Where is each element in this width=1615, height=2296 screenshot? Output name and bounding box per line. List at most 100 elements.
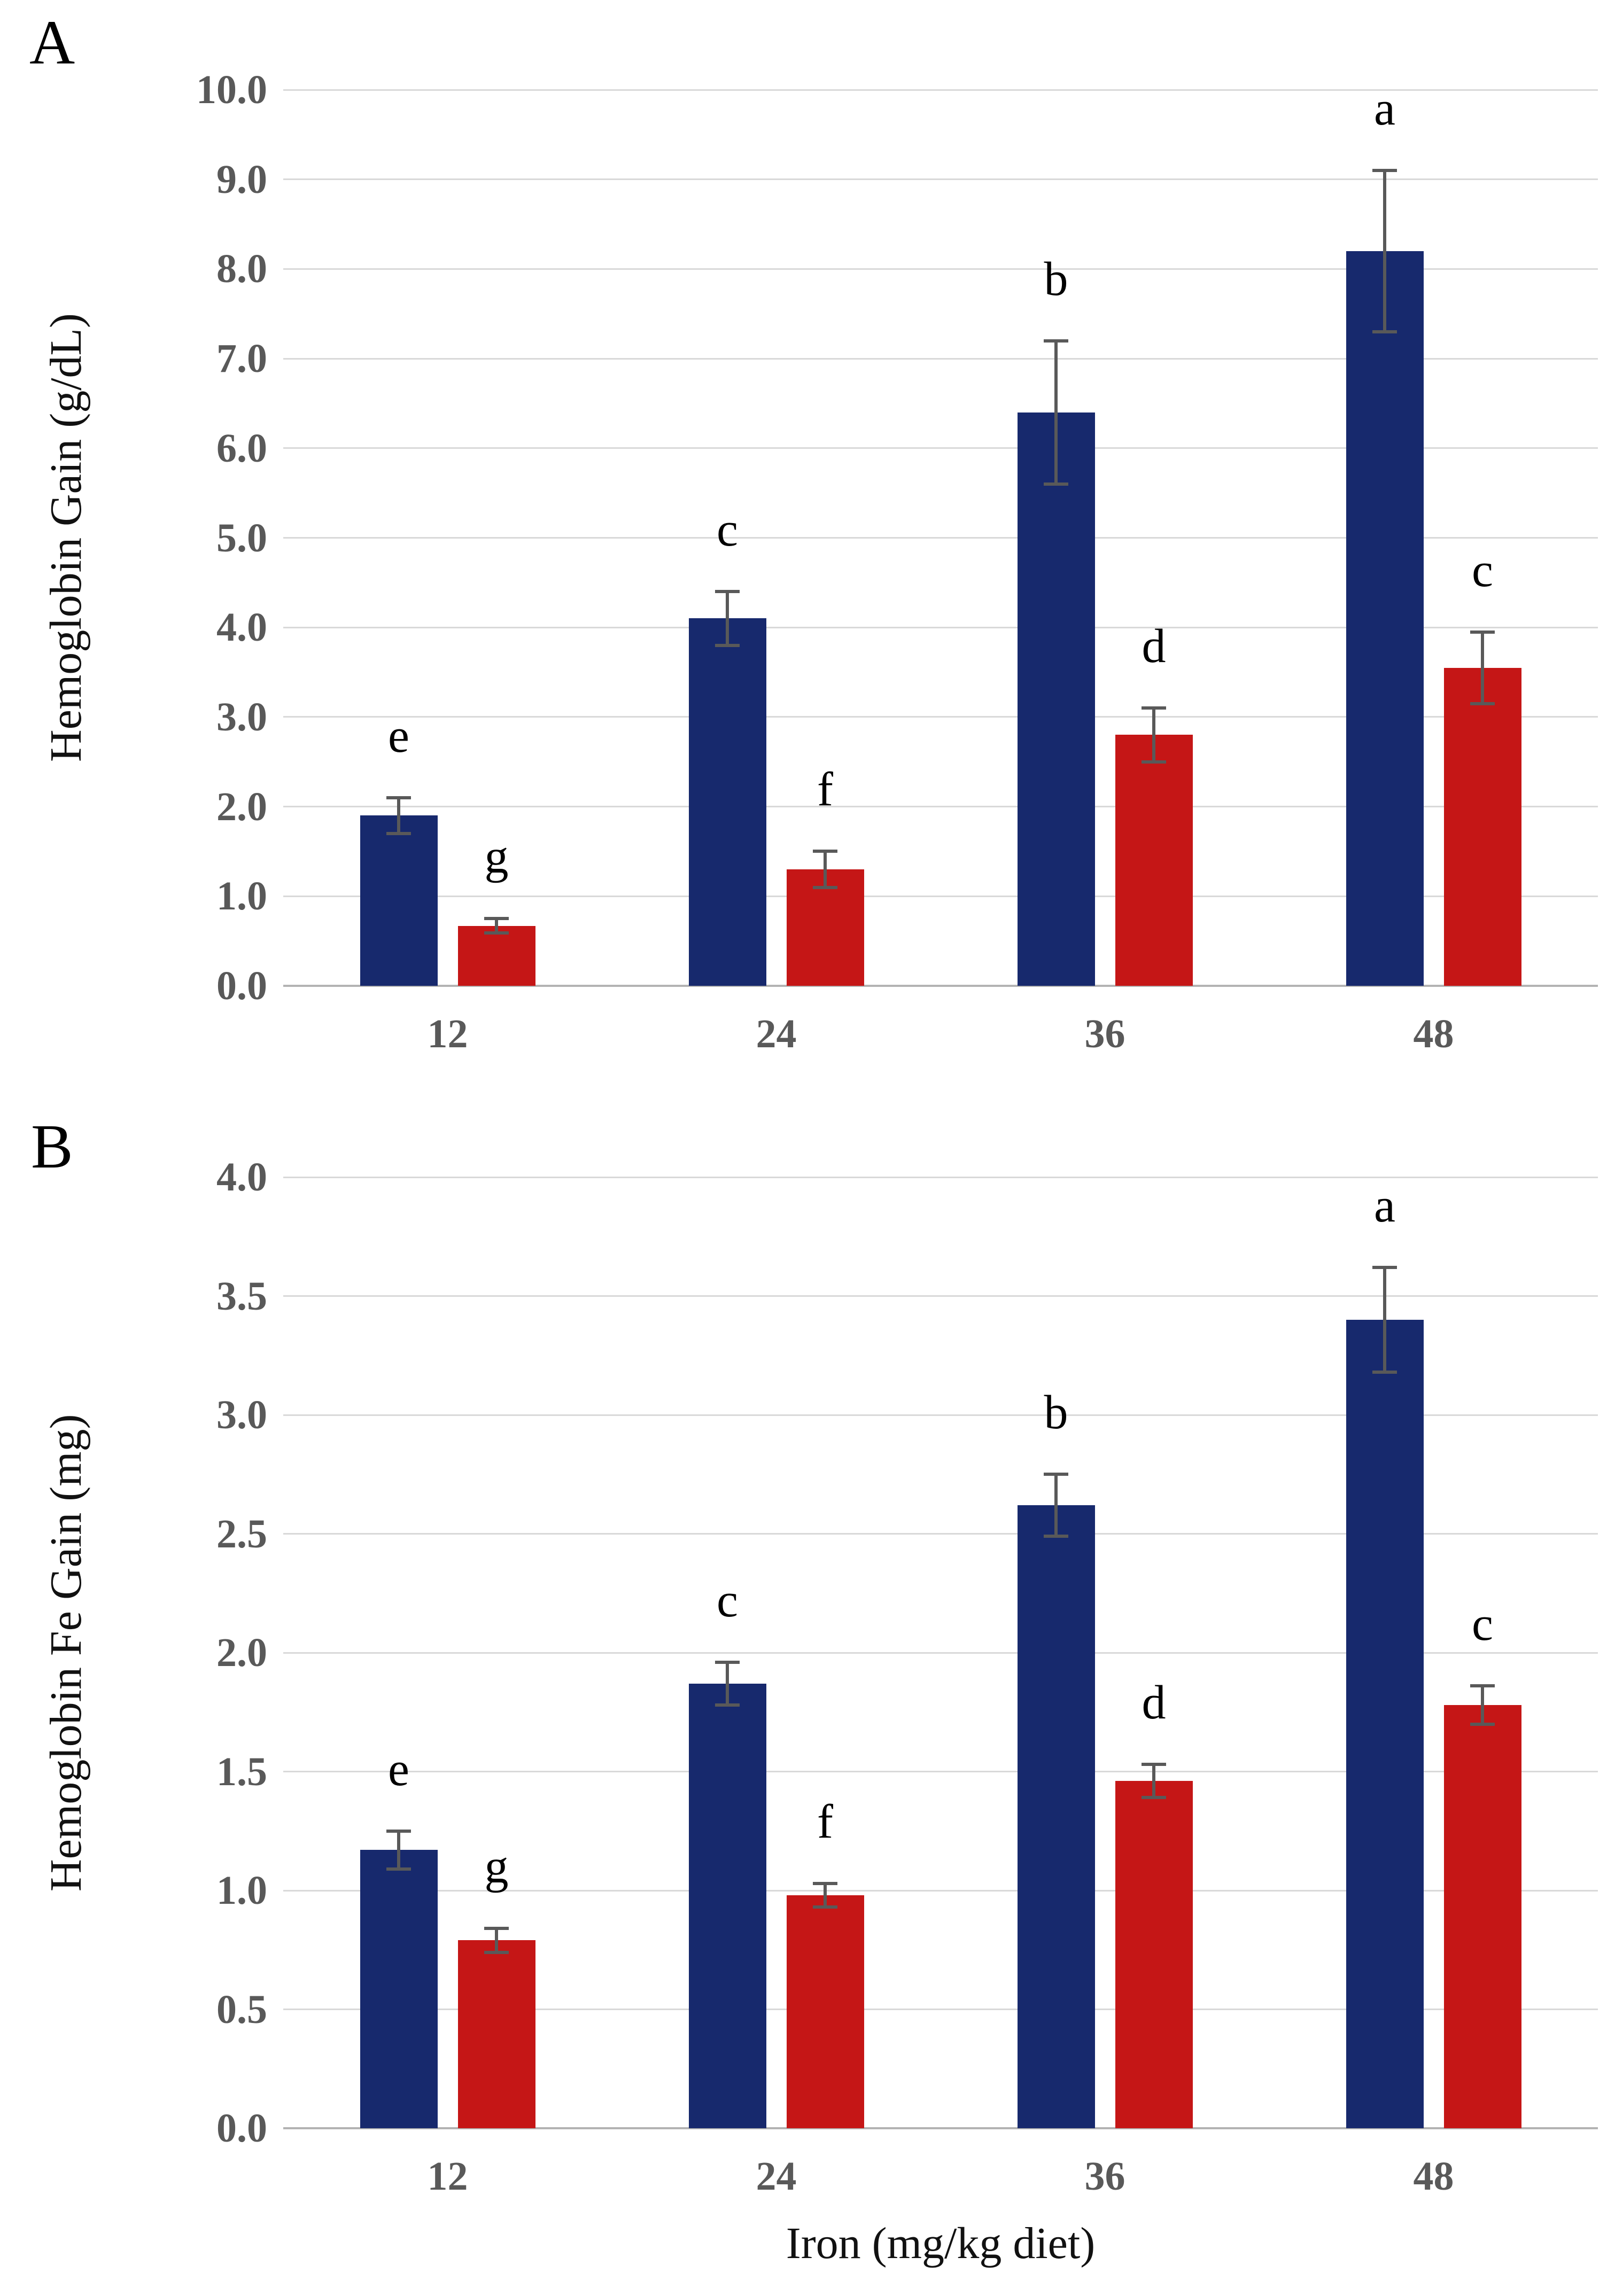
gridline (283, 806, 1598, 808)
gridline (283, 268, 1598, 270)
error-bar-cap-top (813, 850, 837, 853)
error-bar-cap-bottom (1470, 1722, 1495, 1726)
y-tick-label: 2.5 (216, 1511, 267, 1556)
error-bar-cap-bottom (1372, 1370, 1397, 1374)
error-bar (726, 591, 729, 645)
bar-a-blue-12 (360, 815, 438, 986)
error-bar (1152, 708, 1155, 762)
error-bar-cap-top (1044, 1473, 1068, 1476)
gridline (283, 1652, 1598, 1654)
panel-b-y-axis-title: Hemoglobin Fe Gain (mg) (41, 1414, 91, 1892)
x-axis-line (283, 2127, 1598, 2129)
panel-a-plot-area: 10.0 9.0 8.0 7.0 6.0 5.0 4.0 3.0 2.0 1.0 0.0 12 e g 24… (196, 69, 1598, 1054)
significance-letter: d (1142, 620, 1166, 673)
gridline (283, 2009, 1598, 2010)
error-bar (824, 1883, 827, 1908)
significance-letter: c (717, 1574, 738, 1627)
error-bar-cap-top (1044, 339, 1068, 343)
gridline (283, 537, 1598, 539)
x-tick-label: 24 (756, 2154, 797, 2199)
x-tick-label: 48 (1413, 2154, 1454, 2199)
error-bar-cap-bottom (484, 1950, 509, 1954)
x-tick-label: 48 (1413, 1011, 1454, 1056)
error-bar-cap-top (813, 1881, 837, 1885)
significance-letter: c (1472, 1598, 1493, 1651)
significance-letter: d (1142, 1676, 1166, 1730)
gridline (283, 447, 1598, 449)
error-bar (1481, 1686, 1484, 1724)
error-bar-cap-bottom (813, 1905, 837, 1909)
significance-letter: f (817, 1795, 833, 1848)
bar-a-red-12 (457, 925, 535, 986)
significance-letter: c (717, 503, 738, 557)
x-tick-label: 36 (1084, 1011, 1125, 1056)
x-tick-label: 12 (427, 1011, 468, 1056)
error-bar-cap-top (484, 1927, 509, 1931)
error-bar-cap-top (1470, 1684, 1495, 1688)
error-bar-cap-top (715, 1660, 740, 1664)
error-bar (726, 1662, 729, 1705)
y-tick-label: 9.0 (216, 157, 267, 202)
gridline (283, 1295, 1598, 1297)
bar-a-blue-24 (688, 618, 766, 986)
x-tick-label: 12 (427, 2154, 468, 2199)
x-tick-label: 24 (756, 1011, 797, 1056)
error-bar-cap-bottom (1372, 330, 1397, 333)
significance-letter: c (1472, 543, 1493, 597)
error-bar-cap-bottom (386, 831, 411, 835)
y-tick-label: 3.5 (216, 1273, 267, 1319)
y-tick-label: 4.0 (216, 605, 267, 650)
panel-b-label: B (31, 1111, 73, 1181)
bar-b-red-48 (1443, 1705, 1521, 2128)
error-bar-cap-top (386, 796, 411, 799)
error-bar (1054, 340, 1058, 484)
significance-letter: g (484, 830, 509, 884)
significance-letter: f (817, 763, 833, 816)
y-tick-label: 2.0 (216, 784, 267, 829)
y-tick-label: 3.0 (216, 694, 267, 740)
bar-b-blue-12 (360, 1850, 438, 2128)
error-bar (1481, 632, 1484, 704)
y-tick-label: 3.0 (216, 1392, 267, 1437)
gridline (283, 716, 1598, 718)
gridline (283, 178, 1598, 181)
significance-letter: e (388, 1742, 409, 1796)
x-axis-line (283, 985, 1598, 987)
gridline (283, 626, 1598, 628)
error-bar-cap-bottom (386, 1867, 411, 1871)
y-tick-label: 2.0 (216, 1630, 267, 1675)
error-bar-cap-bottom (1470, 702, 1495, 705)
gridline (283, 89, 1598, 91)
y-tick-label: 7.0 (216, 336, 267, 382)
significance-letter: a (1374, 1179, 1395, 1233)
bar-b-red-36 (1115, 1781, 1193, 2128)
bar-b-blue-48 (1346, 1320, 1424, 2128)
significance-letter: g (484, 1840, 509, 1894)
x-axis-title: Iron (mg/kg diet) (786, 2219, 1096, 2268)
y-tick-label: 8.0 (216, 246, 267, 292)
bar-b-blue-36 (1017, 1505, 1095, 2128)
error-bar-cap-top (715, 590, 740, 594)
error-bar-cap-top (1372, 1266, 1397, 1270)
gridline (283, 1533, 1598, 1535)
error-bar (1383, 1267, 1386, 1372)
error-bar-cap-bottom (715, 1703, 740, 1707)
y-tick-label: 10.0 (196, 67, 267, 112)
error-bar-cap-bottom (1142, 760, 1166, 764)
gridline (283, 1889, 1598, 1892)
bar-a-red-36 (1115, 735, 1193, 986)
error-bar-cap-bottom (1044, 1534, 1068, 1538)
error-bar-cap-top (1142, 1763, 1166, 1766)
gridline (283, 1771, 1598, 1772)
panel-b-plot-area: 4.0 3.5 3.0 2.5 2.0 1.5 1.0 0.5 0.0 12 e g 24 c f 36 b d 4… (216, 1157, 1598, 2197)
y-tick-label: 4.0 (216, 1155, 267, 1200)
error-bar-cap-top (1372, 168, 1397, 172)
error-bar (397, 1831, 400, 1869)
panel-a-label: A (29, 7, 75, 77)
gridline (283, 1176, 1598, 1178)
error-bar-cap-bottom (1044, 482, 1068, 486)
error-bar-cap-bottom (484, 931, 509, 935)
significance-letter: e (388, 709, 409, 762)
y-tick-label: 0.0 (216, 963, 267, 1008)
